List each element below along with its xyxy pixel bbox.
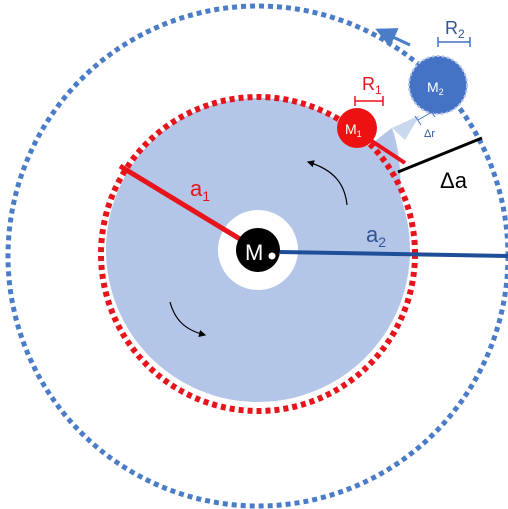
central-mass-label: M [245, 240, 263, 265]
a2-line [279, 250, 508, 258]
outer-orbit [5, 3, 508, 509]
disk-tail [340, 128, 401, 240]
central-mass-dot [268, 252, 276, 260]
rotation-arrow-icon [306, 160, 348, 206]
mass1 [337, 108, 377, 148]
radius1-bracket [354, 96, 384, 106]
radius2-bracket [437, 37, 471, 47]
delta-r-label: Δr [424, 128, 435, 140]
radius1-label: R1 [362, 74, 382, 97]
central-mass [236, 228, 280, 272]
mass2 [408, 55, 468, 115]
orbit-direction-arrow-icon [375, 28, 411, 48]
delta-r-bracket [414, 107, 436, 126]
delta-a-line [397, 136, 483, 174]
mass2-label: M2 [427, 79, 444, 97]
delta-a-label: Δa [440, 168, 468, 193]
a1-label: a1 [190, 176, 210, 204]
disk-tail-light [392, 115, 420, 140]
a2-label: a2 [366, 222, 386, 250]
rotation-arrow-icon [169, 301, 207, 338]
mass1-label: M1 [345, 121, 362, 139]
radius2-label: R2 [445, 18, 465, 41]
a1-line [118, 163, 260, 253]
